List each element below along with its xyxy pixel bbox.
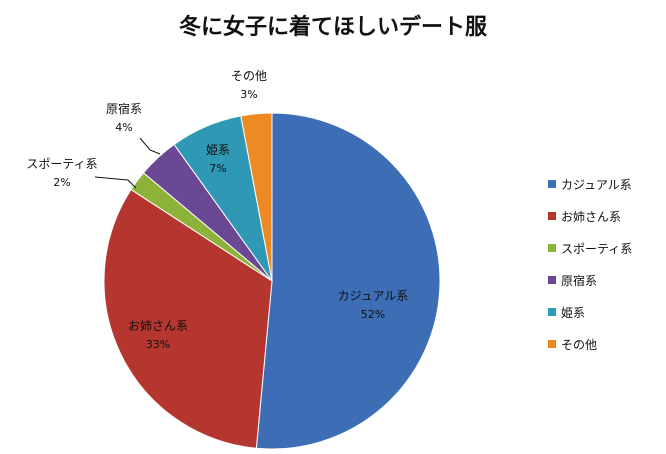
legend-swatch — [548, 276, 556, 284]
pie-slice-0 — [255, 112, 441, 450]
leader-line — [94, 176, 137, 189]
slice-label-value: 2% — [53, 176, 70, 189]
slice-label-name: カジュアル系 — [338, 289, 409, 303]
chart-title: 冬に女子に着てほしいデート服 — [179, 14, 488, 40]
legend-label: その他 — [561, 338, 597, 352]
slice-label-name: 原宿系 — [106, 101, 142, 116]
legend-swatch — [548, 308, 556, 316]
slice-label-name: お姉さん系 — [128, 318, 188, 333]
slice-label-name: 姫系 — [206, 143, 230, 157]
legend-swatch — [548, 244, 556, 252]
slice-label-name: スポーティ系 — [26, 157, 97, 171]
legend-swatch — [548, 212, 556, 220]
legend-swatch — [548, 180, 556, 188]
slice-label-name: その他 — [231, 69, 267, 83]
slice-label-value: 3% — [240, 88, 257, 101]
legend-swatch — [548, 340, 556, 348]
leader-line — [139, 137, 161, 155]
legend-label: カジュアル系 — [561, 178, 632, 192]
legend-label: お姉さん系 — [561, 209, 621, 224]
legend-label: スポーティ系 — [561, 242, 632, 256]
slice-label-value: 4% — [115, 121, 132, 134]
slice-label-value: 33% — [146, 338, 170, 351]
pie-slice-5 — [240, 112, 273, 282]
legend-label: 姫系 — [561, 306, 585, 320]
legend-label: 原宿系 — [561, 273, 597, 288]
slice-label-value: 7% — [209, 162, 226, 175]
slice-label-value: 52% — [361, 308, 385, 321]
